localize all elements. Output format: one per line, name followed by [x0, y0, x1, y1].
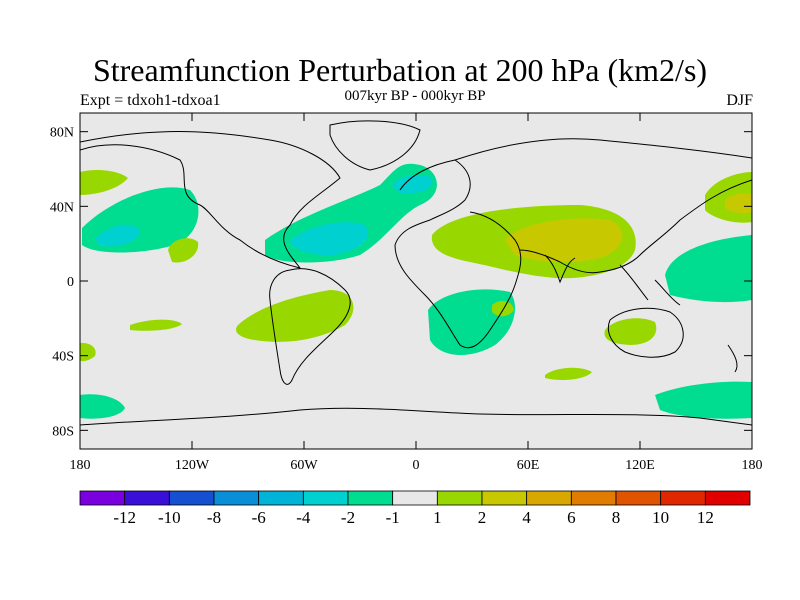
colorbar-label: -10	[158, 508, 181, 527]
lon-tick-label: 180	[742, 458, 763, 473]
period-label: 007kyr BP - 000kyr BP	[344, 88, 486, 104]
colorbar-swatch	[392, 490, 438, 506]
colorbar-swatch	[168, 490, 215, 506]
colorbar-label: 1	[433, 508, 442, 527]
map-background	[80, 113, 752, 449]
coast-asia	[454, 138, 752, 274]
colorbar-swatch	[124, 490, 170, 506]
coast-europe-africa	[394, 159, 522, 349]
contour-fills	[80, 163, 752, 419]
colorbar-swatch	[526, 490, 572, 506]
contour-pos1-australia	[604, 318, 657, 345]
contour-pos1-south-america	[235, 290, 354, 342]
contour-neg2-atlantic	[290, 222, 369, 256]
colorbar-swatch	[302, 490, 349, 506]
lat-tick-label: 40S	[52, 350, 74, 365]
colorbar-label: 10	[652, 508, 669, 527]
lon-tick-label: 120W	[175, 458, 210, 473]
coast-new-zealand	[727, 344, 738, 373]
colorbar-label: 4	[522, 508, 531, 527]
colorbar-label: -2	[341, 508, 355, 527]
contour-pos1-pacific-ne	[80, 170, 128, 195]
colorbar-swatch	[660, 490, 706, 506]
plot-title: Streamfunction Perturbation at 200 hPa (…	[92, 52, 708, 88]
lon-tick-label: 60E	[517, 458, 540, 473]
lon-tick-label: 120E	[625, 458, 655, 473]
coast-southeast-asia	[619, 264, 681, 306]
colorbar-label: -12	[113, 508, 136, 527]
contour-neg1-west-pacific	[665, 235, 752, 303]
colorbar-swatch	[347, 490, 394, 506]
lat-tick-label: 80S	[52, 424, 74, 439]
coast-greenland	[329, 120, 421, 171]
axis-ticks: 180 120W 60W 0 60E 120E 180 80N 40N 0 40S 80S	[50, 113, 763, 473]
coast-antarctica	[80, 407, 752, 426]
experiment-label: Expt = tdxoh1-tdxoa1	[80, 92, 221, 109]
colorbar-label: -4	[296, 508, 311, 527]
colorbar-swatch	[570, 490, 617, 506]
contour-neg1-southern	[80, 394, 125, 419]
contour-pos2-asia	[505, 218, 623, 262]
colorbar-label: 6	[567, 508, 576, 527]
colorbar-swatch	[258, 490, 304, 506]
lat-tick-label: 0	[67, 275, 74, 290]
colorbar-swatch	[704, 490, 751, 506]
coast-south-america	[269, 268, 351, 385]
lon-tick-label: 180	[70, 458, 91, 473]
colorbar-swatch	[213, 490, 260, 506]
contour-neg2-north-pacific	[95, 224, 140, 247]
contour-pos1-south-indian	[545, 367, 592, 380]
lat-tick-label: 80N	[50, 126, 74, 141]
colorbar-label: 12	[697, 508, 714, 527]
colorbar-swatch	[615, 490, 662, 506]
colorbar-swatch	[79, 490, 126, 506]
contour-pos1-west-south	[80, 342, 96, 362]
season-label: DJF	[726, 92, 753, 109]
lat-tick-label: 40N	[50, 200, 74, 215]
coastlines	[80, 120, 752, 426]
contour-neg2-europe	[392, 174, 433, 194]
colorbar-label: 2	[478, 508, 487, 527]
colorbar-swatch	[481, 490, 528, 506]
colorbar: -12 -10 -8 -6 -4 -2 -1 1 2 4 6 8 10 12	[79, 490, 751, 527]
contour-pos1-pacific-small	[168, 238, 199, 263]
colorbar-label: -1	[386, 508, 400, 527]
lon-tick-label: 0	[413, 458, 420, 473]
colorbar-label: -8	[207, 508, 221, 527]
colorbar-label: 8	[612, 508, 621, 527]
contour-neg1-south-pacific	[655, 381, 752, 419]
contour-pos1-south-pacific	[130, 319, 182, 331]
colorbar-swatch	[436, 490, 483, 506]
contour-pos1-eurasia-north	[492, 300, 514, 317]
coast-north-america	[80, 131, 341, 269]
coast-india	[544, 254, 576, 284]
lon-tick-label: 60W	[290, 458, 318, 473]
contour-pos2-dateline	[725, 193, 752, 214]
colorbar-label: -6	[252, 508, 266, 527]
coast-australia	[607, 307, 684, 358]
